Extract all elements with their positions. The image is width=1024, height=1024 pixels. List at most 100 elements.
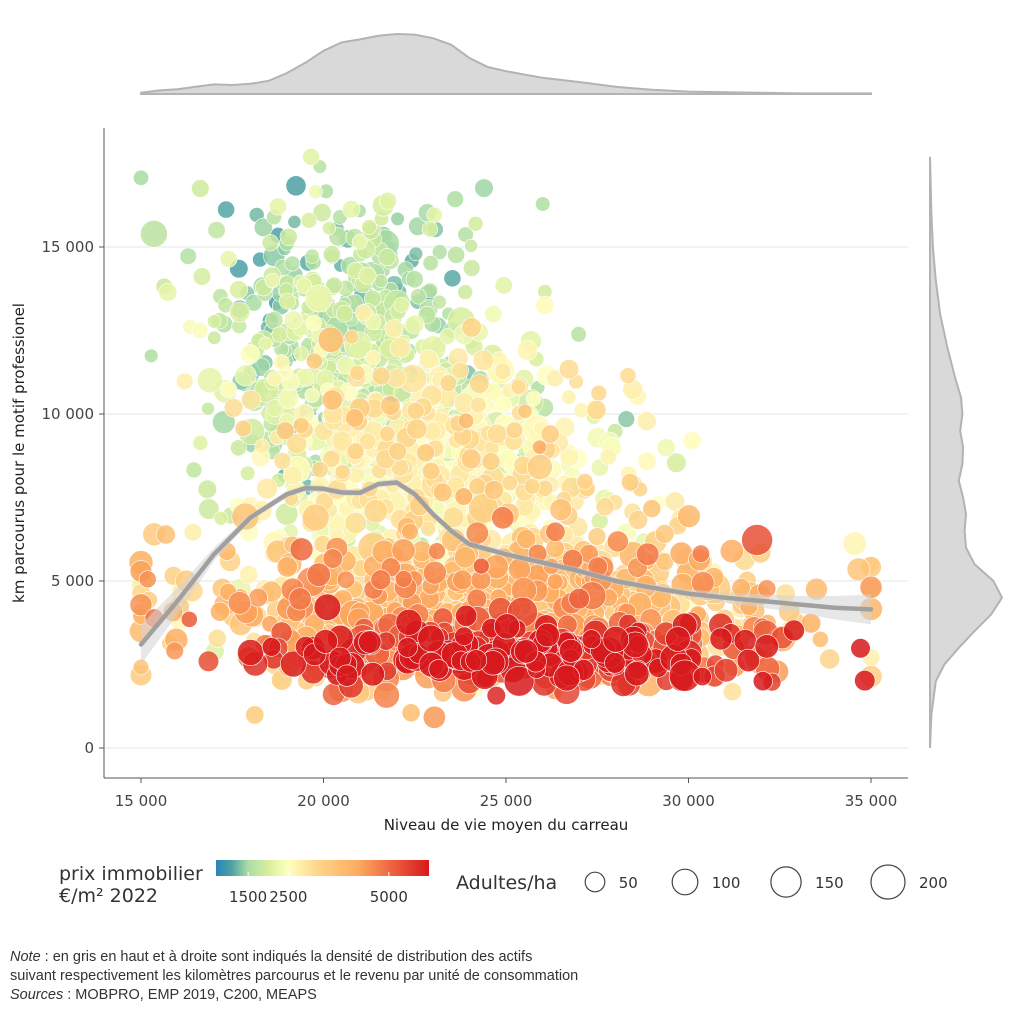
data-point	[229, 301, 251, 323]
data-point	[455, 604, 478, 627]
data-point	[180, 611, 198, 628]
y-tick-label: 0	[84, 739, 94, 757]
data-point	[371, 366, 391, 386]
data-point	[138, 570, 157, 589]
data-point	[336, 570, 356, 589]
data-point	[457, 412, 475, 430]
data-point	[559, 638, 583, 663]
data-point	[447, 245, 466, 264]
data-point	[271, 326, 288, 343]
data-point	[523, 478, 541, 495]
data-point	[361, 219, 378, 235]
x-tick-label: 25 000	[480, 792, 533, 810]
data-point	[422, 461, 441, 481]
data-point	[390, 211, 405, 226]
data-point	[553, 664, 581, 692]
data-point	[754, 634, 779, 659]
data-point	[486, 685, 506, 706]
data-point	[510, 378, 527, 395]
data-point	[304, 387, 320, 403]
data-point	[239, 565, 259, 585]
data-point	[351, 233, 368, 250]
data-point	[495, 396, 513, 414]
data-point	[276, 556, 298, 578]
data-point	[334, 463, 351, 480]
size-legend-label: 150	[815, 874, 844, 892]
footnote: Note : en gris en haut et à droite sont …	[10, 948, 578, 1005]
data-point	[240, 344, 261, 365]
data-point	[624, 661, 650, 687]
color-legend-ticks: 1500 2500 5000	[229, 872, 408, 906]
data-point	[474, 178, 494, 198]
data-point	[525, 391, 542, 407]
data-point	[183, 522, 203, 542]
data-point	[428, 542, 446, 561]
data-point	[451, 361, 469, 380]
data-point	[501, 474, 518, 491]
data-point	[481, 452, 501, 471]
data-point	[532, 439, 548, 455]
data-point	[391, 538, 416, 563]
data-point	[409, 495, 431, 517]
data-point	[846, 557, 871, 582]
data-point	[308, 184, 323, 199]
data-point	[422, 705, 446, 729]
data-point	[349, 364, 366, 381]
right-density-area	[929, 156, 1004, 749]
data-point	[293, 346, 310, 362]
data-point	[428, 659, 449, 680]
data-point	[191, 321, 209, 339]
data-point	[395, 608, 423, 636]
data-point	[713, 658, 739, 683]
data-point	[636, 542, 660, 566]
data-point	[431, 244, 448, 260]
data-point	[576, 473, 594, 490]
data-point	[545, 538, 565, 558]
size-legend-circle	[770, 866, 802, 898]
size-legend-title: Adultes/ha	[456, 872, 557, 894]
data-points	[128, 148, 883, 729]
color-legend: prix immobilier €/m² 2022 1500 2500 5000	[59, 860, 429, 907]
data-point	[513, 639, 539, 664]
data-point	[140, 220, 168, 248]
data-point	[581, 629, 602, 650]
data-point	[540, 424, 560, 444]
y-axis-label: km parcourus pour le motif professionel	[10, 303, 28, 603]
data-point	[457, 284, 474, 300]
data-point	[253, 217, 273, 237]
data-point	[493, 613, 520, 640]
data-point	[285, 175, 307, 197]
data-point	[302, 148, 320, 166]
data-point	[408, 246, 424, 262]
data-point	[264, 273, 281, 289]
data-point	[637, 451, 657, 471]
data-point	[207, 314, 222, 329]
data-point	[463, 259, 481, 277]
data-point	[393, 296, 410, 313]
data-point	[345, 408, 365, 428]
data-point	[370, 569, 392, 591]
data-point	[336, 356, 355, 375]
data-point	[464, 238, 478, 253]
data-point	[322, 449, 341, 468]
data-point	[192, 435, 209, 451]
data-point	[213, 510, 229, 526]
data-point	[691, 544, 711, 563]
data-point	[273, 354, 290, 371]
data-point	[210, 601, 230, 622]
data-point	[709, 627, 733, 651]
data-point	[516, 529, 537, 550]
data-point	[379, 425, 396, 442]
data-point	[219, 380, 238, 399]
size-legend-circle	[671, 868, 699, 896]
data-point	[306, 562, 331, 587]
size-legend-circle	[870, 864, 906, 900]
data-point	[336, 304, 354, 323]
data-point	[165, 641, 184, 660]
data-point	[665, 626, 691, 652]
data-point	[219, 250, 238, 268]
y-tick-label: 10 000	[42, 405, 95, 423]
data-point	[568, 587, 590, 610]
data-point	[234, 364, 257, 387]
data-point	[245, 294, 263, 312]
